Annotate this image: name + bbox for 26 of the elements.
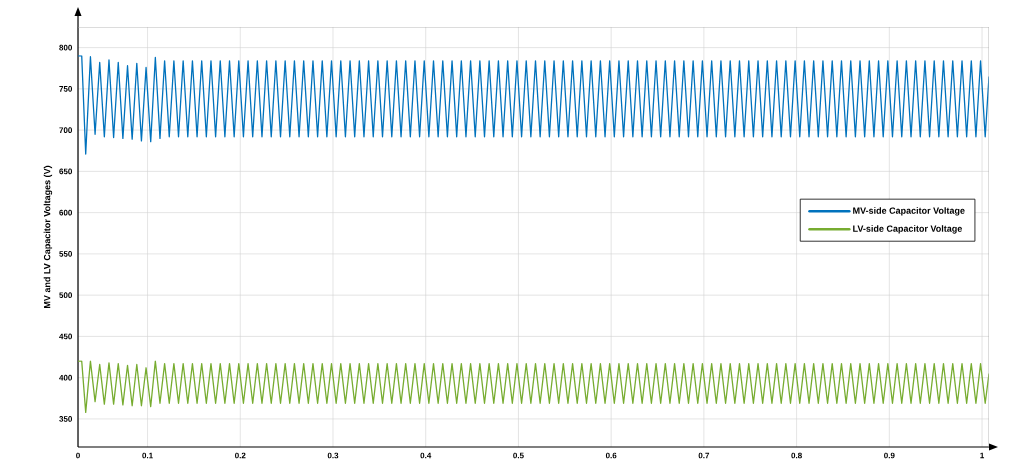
x-tick-label: 0.3 bbox=[327, 452, 339, 459]
x-tick-label: 0.9 bbox=[884, 452, 895, 459]
y-tick-label: 450 bbox=[59, 333, 73, 340]
legend-label: MV-side Capacitor Voltage bbox=[853, 207, 965, 216]
x-tick-label: 0.7 bbox=[698, 452, 710, 459]
y-tick-label: 650 bbox=[59, 168, 73, 175]
y-tick-label: 350 bbox=[59, 416, 73, 422]
x-tick-label: 0.2 bbox=[235, 452, 246, 459]
x-tick-label: 0.8 bbox=[791, 452, 802, 459]
y-axis-title: MV and LV Capacitor Voltages (V) bbox=[43, 165, 53, 308]
x-tick-label: 0.1 bbox=[142, 452, 153, 459]
y-tick-label: 750 bbox=[59, 86, 73, 92]
line-series bbox=[78, 360, 989, 413]
y-tick-label: 800 bbox=[59, 44, 73, 51]
y-tick-label: 500 bbox=[59, 292, 73, 298]
y-tick-label: 400 bbox=[59, 374, 73, 381]
x-tick-label: 0.6 bbox=[605, 452, 617, 459]
line-series bbox=[78, 55, 989, 155]
x-tick-label: 0.5 bbox=[513, 452, 524, 459]
x-tick-label: 1 bbox=[980, 452, 985, 459]
x-tick-label: 0 bbox=[76, 452, 80, 459]
legend-label: LV-side Capacitor Voltage bbox=[853, 225, 962, 234]
y-tick-label: 550 bbox=[59, 251, 73, 257]
x-tick-label: 0.4 bbox=[420, 452, 432, 459]
y-tick-label: 600 bbox=[59, 209, 73, 216]
y-tick-label: 700 bbox=[59, 127, 73, 133]
